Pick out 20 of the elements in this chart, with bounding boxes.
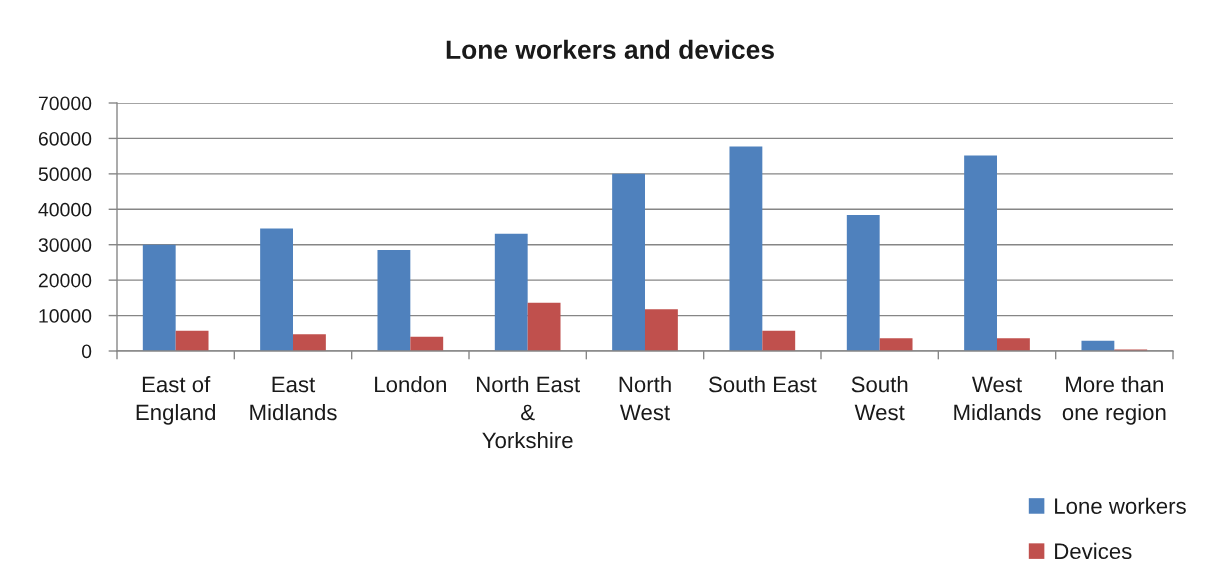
x-tick-label: North East & Yorkshire <box>477 376 580 449</box>
legend-label: Lone workers <box>1055 497 1186 514</box>
legend-label: Devices <box>1055 542 1132 560</box>
x-tick-label: South West <box>851 376 908 421</box>
y-tick-label: 50000 <box>38 167 92 182</box>
x-tick-label: London <box>375 376 446 393</box>
y-tick-label: 70000 <box>38 96 92 111</box>
y-tick-label: 20000 <box>38 273 92 288</box>
x-tick-label: More than one region <box>1062 376 1166 425</box>
y-tick-label: 40000 <box>38 202 92 217</box>
x-tick-label: North West <box>619 376 671 421</box>
chart-title: Lone workers and devices <box>446 39 774 60</box>
y-tick-label: 10000 <box>39 309 92 323</box>
x-tick-label: East Midlands <box>250 376 337 421</box>
x-tick-label: East of England <box>136 376 216 425</box>
x-tick-label: South East <box>708 376 817 393</box>
y-tick-label: 0 <box>81 344 92 359</box>
y-tick-label: 30000 <box>38 238 92 252</box>
x-tick-label: West Midlands <box>954 376 1041 421</box>
y-tick-label: 60000 <box>38 131 92 146</box>
